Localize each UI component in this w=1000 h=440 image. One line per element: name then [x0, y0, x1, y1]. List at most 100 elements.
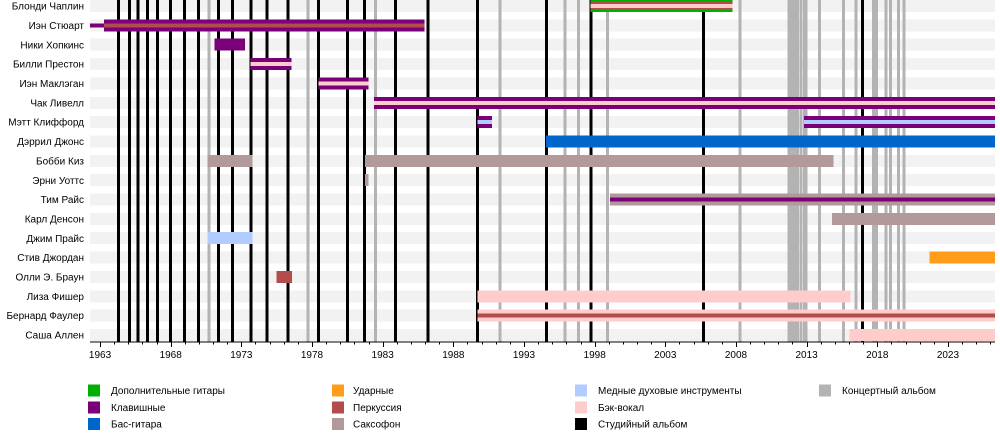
row-band [90, 328, 995, 341]
live-album-line [498, 0, 502, 342]
x-tick-label: 2003 [654, 350, 677, 361]
studio-album-line [265, 0, 269, 342]
studio-album-line [545, 0, 549, 342]
legend-label: Перкуссия [353, 403, 402, 414]
live-album-line [854, 0, 858, 342]
live-album-line [790, 0, 794, 342]
row-band [90, 270, 995, 283]
live-album-line [875, 0, 879, 342]
bar-segment-percussion [276, 270, 293, 283]
member-name-label: Эрни Уоттс [32, 176, 84, 187]
member-bar [477, 116, 493, 129]
row-band [90, 251, 995, 264]
row-bands [90, 0, 995, 341]
studio-album-line [345, 0, 349, 342]
live-album-line [207, 0, 211, 342]
member-bar [477, 290, 851, 303]
row-band [90, 232, 995, 245]
legend-swatch [332, 384, 344, 397]
legend-item-studio: Студийный альбом [575, 418, 688, 431]
legend-label: Ударные [353, 386, 394, 397]
member-name-labels: Блонди Чаплин Иэн Стюарт Ники Хопкинс Билли… [6, 2, 84, 342]
bar-segment-saxophone [365, 174, 369, 187]
member-bar [929, 251, 995, 264]
legend-swatch [88, 401, 100, 414]
legend-label: Бас-гитара [111, 420, 162, 431]
studio-album-line [116, 0, 120, 342]
legend-swatch [88, 384, 100, 397]
studio-album-line [475, 0, 479, 342]
live-album-line [306, 0, 310, 342]
x-axis: 1963 1968 1973 1978 1983 1988 1993 1998 2003 2008… [89, 341, 995, 361]
member-bar [803, 116, 995, 129]
row-band [90, 174, 995, 187]
x-tick-label: 1978 [301, 350, 324, 361]
member-bar [214, 38, 245, 51]
x-tick-label: 1993 [513, 350, 536, 361]
bar-segment-vocals [318, 81, 369, 86]
bar-segment-vocals [374, 100, 996, 105]
bar-segment-brass [207, 232, 253, 245]
member-bar [318, 77, 369, 90]
member-name-label: Бернард Фаулер [6, 311, 84, 322]
member-bar [610, 193, 995, 206]
studio-album-line [316, 0, 320, 342]
member-bar [207, 232, 253, 245]
live-album-line [576, 0, 580, 342]
studio-album-line [155, 0, 159, 342]
legend-swatch [332, 401, 344, 414]
x-tick-label: 1988 [442, 350, 465, 361]
bar-segment-keyboards-thin [90, 23, 104, 28]
member-name-label: Ники Хопкинс [20, 40, 84, 51]
legend-item-guitars: Дополнительные гитары [88, 384, 225, 397]
member-name-label: Мэтт Клиффорд [8, 117, 84, 129]
member-bar [477, 309, 996, 322]
row-band [90, 38, 995, 51]
member-name-label: Дэррил Джонс [17, 137, 84, 148]
studio-album-line [860, 0, 864, 342]
row-band [90, 58, 995, 71]
member-bar [365, 174, 369, 187]
x-tick-label: 1998 [584, 350, 607, 361]
legend-label: Дополнительные гитары [111, 386, 225, 397]
x-tick-label: 2018 [866, 350, 889, 361]
bar-segment-brass [477, 120, 493, 125]
x-tick-label: 1983 [372, 350, 395, 361]
member-bar [365, 154, 834, 167]
studio-album-line [393, 0, 397, 342]
studio-album-line [145, 0, 149, 342]
legend-item-saxophone: Саксофон [332, 418, 400, 431]
legend-label: Клавишные [111, 403, 166, 414]
member-name-label: Стив Джордан [17, 253, 84, 264]
studio-album-line [701, 0, 705, 342]
member-bar [250, 58, 292, 71]
live-album-line [738, 0, 742, 342]
x-tick-label: 2023 [937, 350, 960, 361]
bar-segment-vocals [849, 328, 995, 341]
studio-album-line [216, 0, 220, 342]
bar-segment-keyboards [214, 38, 245, 51]
member-name-label: Бобби Киз [36, 155, 84, 167]
studio-album-line [196, 0, 200, 342]
live-album-line [872, 0, 876, 342]
album-release-lines [116, 0, 906, 342]
studio-album-line [169, 0, 173, 342]
live-album-line [817, 0, 821, 342]
member-bar [374, 96, 996, 109]
legend-label: Студийный альбом [598, 419, 688, 431]
legend-swatch [88, 418, 100, 430]
member-name-label: Карл Денсон [25, 214, 84, 225]
member-bar [207, 154, 253, 167]
bar-segment-saxophone [365, 154, 834, 167]
legend-label: Бэк-вокал [598, 403, 644, 414]
bar-segment-saxophone [207, 154, 253, 167]
legend-item-bass: Бас-гитара [88, 418, 162, 431]
legend-item-live: Концертный альбом [819, 384, 936, 397]
member-bar [832, 212, 995, 225]
legend-label: Медные духовые инструменты [598, 386, 742, 397]
member-name-label: Саша Аллен [25, 331, 84, 342]
live-album-line [889, 0, 893, 342]
live-album-line [787, 0, 791, 342]
x-tick-label: 2013 [795, 350, 818, 361]
